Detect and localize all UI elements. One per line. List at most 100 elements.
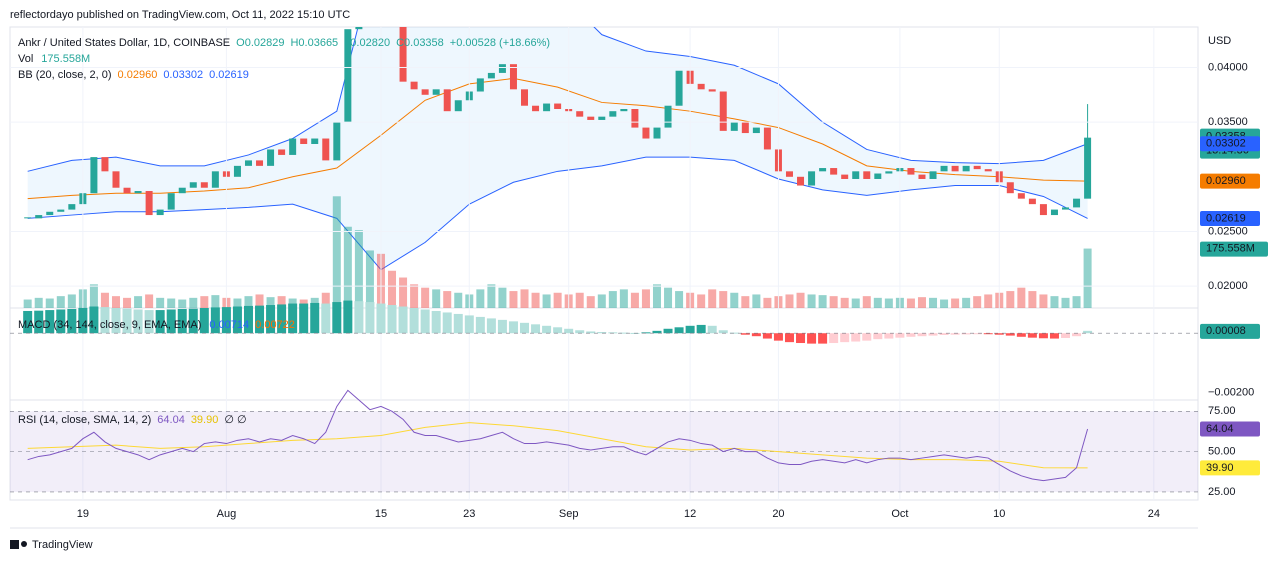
candle-body xyxy=(211,171,219,188)
candle-body xyxy=(1050,209,1058,216)
volume-bar xyxy=(343,226,352,308)
candle-body xyxy=(984,169,992,172)
vol-legend: Vol 175.558M xyxy=(18,53,90,65)
volume-bar xyxy=(520,289,529,308)
volume-bar xyxy=(796,292,805,308)
macd-bar xyxy=(155,310,165,334)
volume-bar xyxy=(89,284,98,308)
volume-bar xyxy=(851,298,860,308)
volume-bar xyxy=(697,294,706,308)
macd-bar xyxy=(387,305,397,334)
candle-body xyxy=(918,174,926,179)
volume-bar xyxy=(421,287,430,308)
candle-body xyxy=(1084,137,1092,199)
volume-bar xyxy=(807,294,816,308)
candle-body xyxy=(543,103,551,112)
volume-bar xyxy=(984,294,993,308)
candle-body xyxy=(576,111,584,117)
badge-label: 39.90 xyxy=(1206,462,1234,474)
candle-body xyxy=(355,27,363,30)
signal-value: 0.00722 xyxy=(255,319,295,331)
candle-body xyxy=(1073,198,1081,208)
candle-body xyxy=(300,138,308,144)
candle-body xyxy=(642,127,650,139)
badge-label: 0.03302 xyxy=(1206,138,1246,150)
candle-body xyxy=(598,116,606,120)
macd-bar xyxy=(685,325,695,334)
candle-body xyxy=(841,174,849,179)
macd-bar xyxy=(542,325,552,334)
macd-bar xyxy=(177,308,187,334)
macd-bar xyxy=(961,333,971,335)
candle-body xyxy=(167,193,175,210)
macd-bar xyxy=(972,333,982,335)
badge-label: 0.02960 xyxy=(1206,175,1246,187)
rsi-ma-value: 39.90 xyxy=(191,414,219,426)
rsi-label: RSI (14, close, SMA, 14, 2) xyxy=(18,414,151,426)
candle-body xyxy=(620,109,628,112)
macd-bar xyxy=(188,308,198,334)
candle-body xyxy=(90,157,98,194)
candle-body xyxy=(443,89,451,112)
brand: TradingView xyxy=(32,539,93,551)
candle-body xyxy=(874,173,882,179)
pane-frame xyxy=(9,26,1199,501)
volume-bar xyxy=(597,294,606,308)
volume-bar xyxy=(354,230,363,308)
volume-bar xyxy=(145,294,154,308)
macd-bar xyxy=(420,309,430,334)
candle-body xyxy=(973,165,981,170)
macd-bar xyxy=(508,321,518,334)
volume-bar xyxy=(1061,297,1070,308)
macd-bar xyxy=(453,313,463,334)
badge-label: 175.558M xyxy=(1206,242,1255,254)
candle-body xyxy=(929,171,937,179)
candle-body xyxy=(112,171,120,188)
volume-bar xyxy=(1083,248,1092,308)
volume-bar xyxy=(575,292,584,308)
candle-body xyxy=(763,127,771,150)
candle-body xyxy=(808,171,816,186)
tv-logo xyxy=(10,540,27,549)
axis-badge xyxy=(1200,241,1268,257)
volume-bar xyxy=(487,284,496,308)
candle-body xyxy=(244,160,252,166)
macd-bar xyxy=(1038,333,1048,339)
macd-bar xyxy=(784,333,794,343)
macd-bar xyxy=(674,327,684,334)
candle-body xyxy=(24,217,32,219)
candle-body xyxy=(432,89,440,95)
candle-body xyxy=(189,182,197,188)
candle-body xyxy=(1006,182,1014,194)
macd-bar xyxy=(917,333,927,337)
macd-bar xyxy=(1072,333,1082,337)
candle-body xyxy=(708,89,716,92)
macd-bar xyxy=(288,303,298,334)
candle-body xyxy=(741,122,749,134)
candle-body xyxy=(68,204,76,210)
volume-bar xyxy=(741,296,750,308)
macd-bar xyxy=(78,308,88,334)
candle-body xyxy=(134,191,142,194)
candle-body xyxy=(178,187,186,194)
macd-bar xyxy=(376,303,386,334)
rsi-flags: ∅ ∅ xyxy=(224,414,246,426)
volume-bar xyxy=(509,291,518,308)
byline: reflectordayo published on TradingView.c… xyxy=(10,9,350,21)
time-tick-label: 20 xyxy=(772,508,784,520)
volume-bar xyxy=(255,294,264,308)
macd-bar xyxy=(199,308,209,334)
volume-bar xyxy=(244,296,253,308)
axis-badge xyxy=(1200,323,1260,339)
candle-body xyxy=(532,105,540,112)
candle-body xyxy=(719,91,727,131)
macd-bar xyxy=(475,316,485,334)
macd-bar xyxy=(718,330,728,334)
candle-body xyxy=(664,105,672,128)
time-tick-label: Sep xyxy=(559,508,579,520)
candle-body xyxy=(322,138,330,161)
macd-bar xyxy=(696,324,706,334)
macd-bar xyxy=(464,315,474,334)
change: +0.00528 (+18.66%) xyxy=(450,37,550,49)
time-tick-label: Aug xyxy=(217,508,237,520)
